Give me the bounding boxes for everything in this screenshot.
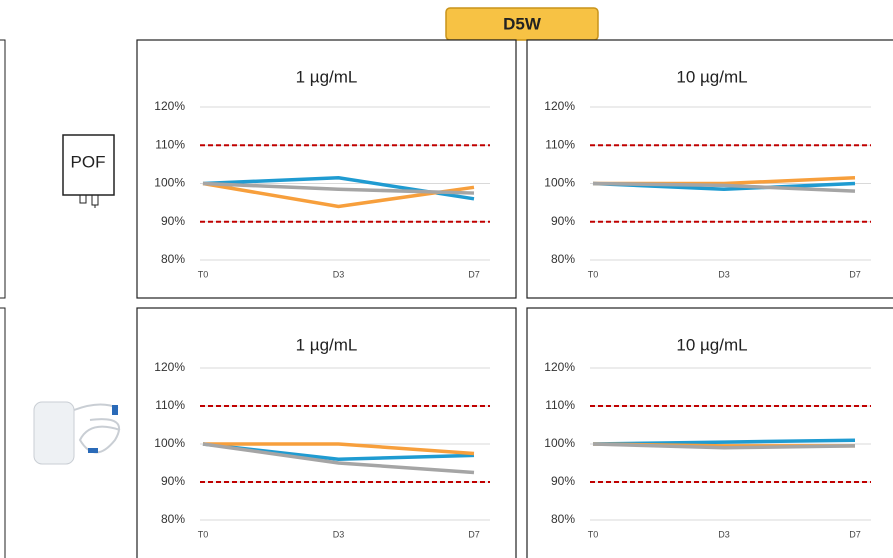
- clamp: [112, 405, 118, 415]
- connector: [88, 448, 98, 453]
- infusion-bag-icon: [34, 402, 120, 464]
- y-tick-label: 80%: [161, 512, 185, 526]
- x-tick-label: D7: [468, 529, 480, 539]
- bag-ports: [80, 195, 98, 208]
- y-tick-label: 80%: [161, 252, 185, 266]
- y-tick-label: 120%: [154, 360, 185, 374]
- chart-title: 1 µg/mL: [296, 67, 358, 86]
- y-tick-label: 90%: [161, 474, 185, 488]
- x-tick-label: D7: [468, 269, 480, 279]
- bag: [34, 402, 74, 464]
- x-tick-label: D3: [333, 269, 345, 279]
- left-panel: [0, 308, 5, 558]
- x-tick-label: T0: [588, 529, 599, 539]
- y-tick-label: 110%: [155, 137, 185, 151]
- y-tick-label: 100%: [544, 436, 575, 450]
- x-tick-label: D7: [849, 529, 861, 539]
- x-tick-label: T0: [198, 269, 209, 279]
- x-tick-label: T0: [198, 529, 209, 539]
- row-label: POF: [71, 152, 106, 171]
- y-tick-label: 100%: [544, 176, 575, 190]
- y-tick-label: 100%: [154, 436, 185, 450]
- y-tick-label: 120%: [544, 99, 575, 113]
- x-tick-label: D3: [718, 269, 730, 279]
- y-tick-label: 120%: [154, 99, 185, 113]
- y-tick-label: 90%: [551, 474, 575, 488]
- y-tick-label: 80%: [551, 252, 575, 266]
- figure: D5W POF 1 µg/mL 80% 90% 100% 110% 120% T0 D3 D7 1…: [0, 0, 893, 558]
- pof-bag-icon: POF: [63, 135, 114, 208]
- chart-title: 1 µg/mL: [296, 335, 358, 354]
- header-title: D5W: [503, 14, 542, 33]
- y-tick-label: 90%: [161, 214, 185, 228]
- x-tick-label: T0: [588, 269, 599, 279]
- y-tick-label: 80%: [551, 512, 575, 526]
- chart-title: 10 µg/mL: [676, 67, 747, 86]
- y-tick-label: 110%: [545, 137, 575, 151]
- y-tick-label: 120%: [544, 360, 575, 374]
- x-tick-label: D7: [849, 269, 861, 279]
- y-tick-label: 110%: [155, 398, 185, 412]
- x-tick-label: D3: [718, 529, 730, 539]
- left-panel: [0, 40, 5, 298]
- chart-title: 10 µg/mL: [676, 335, 747, 354]
- y-tick-label: 110%: [545, 398, 575, 412]
- x-tick-label: D3: [333, 529, 345, 539]
- y-tick-label: 100%: [154, 176, 185, 190]
- y-tick-label: 90%: [551, 214, 575, 228]
